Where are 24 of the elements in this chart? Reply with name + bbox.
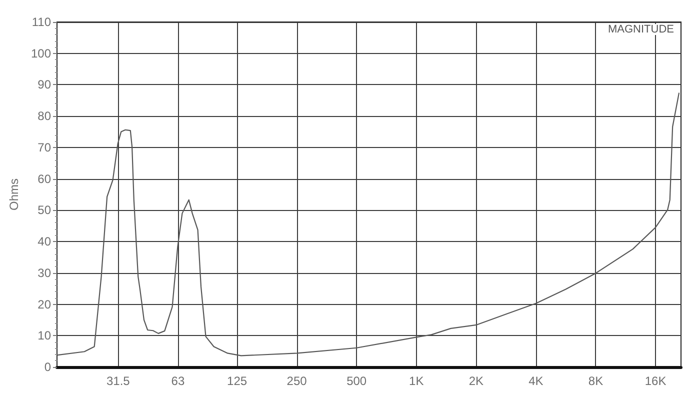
- y-tick-label: 70: [38, 140, 52, 154]
- x-tick-label: 250: [286, 374, 308, 388]
- y-tick-label: 30: [38, 266, 52, 280]
- y-tick-label: 0: [44, 360, 52, 374]
- y-tick-label: 40: [38, 234, 52, 249]
- x-tick-label: 63: [171, 374, 185, 388]
- y-tick-label: 60: [38, 172, 52, 186]
- y-axis-title: Ohms: [7, 178, 22, 211]
- x-tick-label: 4K: [528, 374, 544, 388]
- y-tick-label: 10: [38, 328, 52, 343]
- y-tick-label: 110: [32, 15, 52, 29]
- x-tick-label: 2K: [468, 374, 484, 388]
- x-tick-label: 1K: [409, 374, 424, 388]
- x-tick-label: 8K: [588, 374, 604, 388]
- chart-title: MAGNITUDE: [608, 24, 674, 36]
- x-tick-label: 16K: [644, 374, 666, 388]
- y-tick-label: 100: [30, 46, 52, 60]
- x-tick-label: 31.5: [106, 374, 130, 388]
- x-tick-label: 125: [227, 374, 248, 388]
- y-tick-label: 50: [38, 203, 52, 218]
- y-tick-label: 20: [38, 297, 52, 312]
- y-tick-label: 90: [38, 78, 52, 92]
- x-tick-label: 500: [346, 374, 367, 388]
- y-tick-label: 80: [38, 109, 52, 124]
